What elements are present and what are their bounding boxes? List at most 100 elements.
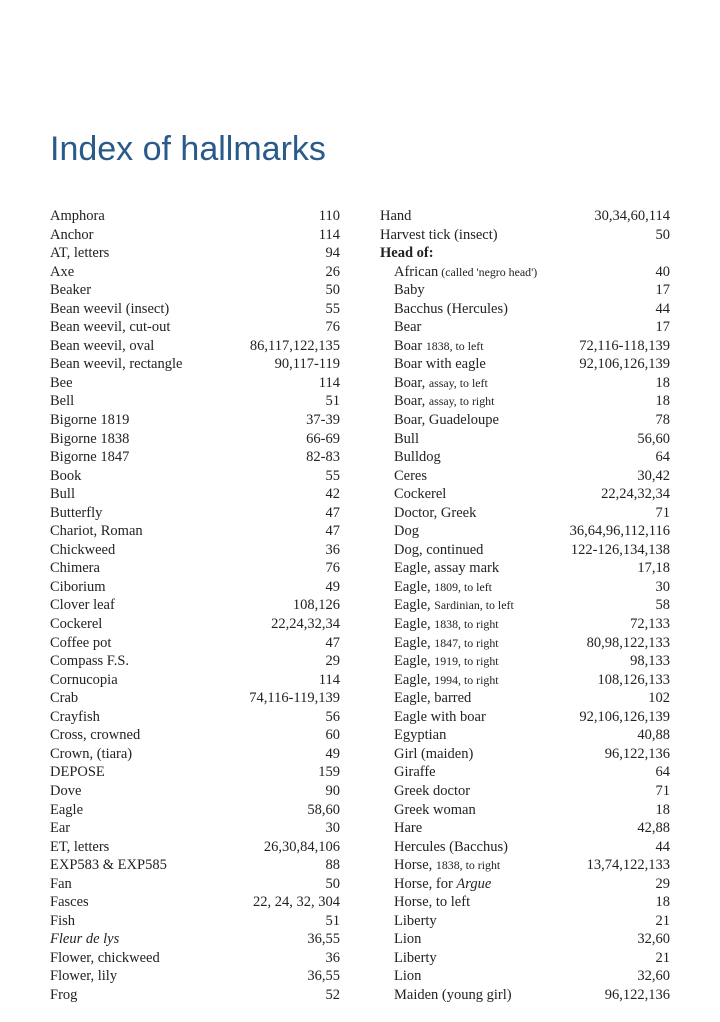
index-pages: 55 xyxy=(326,300,341,319)
index-entry: Bigorne 183866-69 xyxy=(50,430,340,449)
index-pages: 80,98,122,133 xyxy=(587,634,670,653)
index-pages: 94 xyxy=(326,244,341,263)
index-pages: 76 xyxy=(326,318,341,337)
index-pages: 22,24,32,34 xyxy=(601,485,670,504)
index-term: Eagle, 1809, to left xyxy=(394,578,492,597)
index-entry: Bean weevil (insect)55 xyxy=(50,300,340,319)
index-pages: 30,34,60,114 xyxy=(594,207,670,226)
index-term: Crayfish xyxy=(50,708,100,727)
index-pages: 56,60 xyxy=(637,430,670,449)
index-term: Bigorne 1819 xyxy=(50,411,129,430)
index-pages: 58 xyxy=(656,596,671,615)
index-pages: 47 xyxy=(326,504,341,523)
index-pages: 98,133 xyxy=(630,652,670,671)
index-term: Eagle, assay mark xyxy=(394,559,499,578)
index-entry: Greek doctor71 xyxy=(380,782,670,801)
index-pages: 22,24,32,34 xyxy=(271,615,340,634)
index-entry: Liberty21 xyxy=(380,912,670,931)
index-term: Hare xyxy=(394,819,422,838)
index-pages: 44 xyxy=(656,838,671,857)
index-pages: 72,133 xyxy=(630,615,670,634)
index-column-right: Hand30,34,60,114Harvest tick (insect)50H… xyxy=(380,207,670,1005)
index-term: Cross, crowned xyxy=(50,726,140,745)
index-term: Crab xyxy=(50,689,78,708)
index-term: Bull xyxy=(394,430,419,449)
index-pages: 17 xyxy=(656,318,671,337)
index-pages: 50 xyxy=(326,875,341,894)
index-term: Fan xyxy=(50,875,72,894)
index-term: Boar with eagle xyxy=(394,355,486,374)
index-entry: Flower, chickweed36 xyxy=(50,949,340,968)
index-pages: 21 xyxy=(656,912,671,931)
index-pages: 42 xyxy=(326,485,341,504)
index-pages: 50 xyxy=(656,226,671,245)
index-term: Cockerel xyxy=(50,615,102,634)
index-entry: Eagle, 1809, to left30 xyxy=(380,578,670,597)
index-pages: 92,106,126,139 xyxy=(579,708,670,727)
index-entry: Doctor, Greek71 xyxy=(380,504,670,523)
index-entry: Ciborium49 xyxy=(50,578,340,597)
index-pages: 30,42 xyxy=(637,467,670,486)
index-entry: Ceres30,42 xyxy=(380,467,670,486)
index-entry: Bigorne 1819 37-39 xyxy=(50,411,340,430)
index-term: Dog, continued xyxy=(394,541,483,560)
page-title: Index of hallmarks xyxy=(50,130,670,169)
index-columns: Amphora110Anchor114AT, letters94Axe26Bea… xyxy=(50,207,670,1005)
index-term: Horse, for Argue xyxy=(394,875,491,894)
index-entry: African (called 'negro head')40 xyxy=(380,263,670,282)
index-pages: 32,60 xyxy=(637,930,670,949)
index-term: Beaker xyxy=(50,281,91,300)
index-term: Bean weevil, oval xyxy=(50,337,154,356)
index-term: Bee xyxy=(50,374,73,393)
index-entry: Dog, continued122-126,134,138 xyxy=(380,541,670,560)
index-term: Boar, Guadeloupe xyxy=(394,411,499,430)
index-pages: 64 xyxy=(656,763,671,782)
index-term: Boar 1838, to left xyxy=(394,337,484,356)
index-pages: 50 xyxy=(326,281,341,300)
index-term: Compass F.S. xyxy=(50,652,129,671)
index-pages: 30 xyxy=(326,819,341,838)
index-term: Butterfly xyxy=(50,504,102,523)
index-term: Hercules (Bacchus) xyxy=(394,838,508,857)
index-entry: Bean weevil, oval86,117,122,135 xyxy=(50,337,340,356)
index-entry: Eagle, 1847, to right80,98,122,133 xyxy=(380,634,670,653)
index-pages: 71 xyxy=(656,504,671,523)
index-entry: Flower, lily36,55 xyxy=(50,967,340,986)
index-entry: Hare42,88 xyxy=(380,819,670,838)
index-entry: Beaker 50 xyxy=(50,281,340,300)
index-entry: Hercules (Bacchus) 44 xyxy=(380,838,670,857)
index-entry: Clover leaf108,126 xyxy=(50,596,340,615)
index-entry: Egyptian40,88 xyxy=(380,726,670,745)
index-pages: 40 xyxy=(656,263,671,282)
index-term: EXP583 & EXP585 xyxy=(50,856,167,875)
index-entry: Eagle58,60 xyxy=(50,801,340,820)
index-term: Lion xyxy=(394,930,421,949)
index-term: Chimera xyxy=(50,559,100,578)
index-entry: Bigorne 184782-83 xyxy=(50,448,340,467)
index-entry: Fasces22, 24, 32, 304 xyxy=(50,893,340,912)
index-entry: AT, letters94 xyxy=(50,244,340,263)
index-entry: Axe26 xyxy=(50,263,340,282)
index-pages: 55 xyxy=(326,467,341,486)
index-pages: 96,122,136 xyxy=(605,745,670,764)
index-entry: Liberty21 xyxy=(380,949,670,968)
index-entry: Bee114 xyxy=(50,374,340,393)
index-pages: 37-39 xyxy=(306,411,340,430)
index-term: Egyptian xyxy=(394,726,446,745)
index-pages: 17,18 xyxy=(637,559,670,578)
index-pages: 56 xyxy=(326,708,341,727)
index-term: Giraffe xyxy=(394,763,436,782)
index-term: Bacchus (Hercules) xyxy=(394,300,508,319)
index-pages: 51 xyxy=(326,392,341,411)
index-term: Bean weevil, rectangle xyxy=(50,355,182,374)
index-term: Axe xyxy=(50,263,74,282)
index-entry: Crown, (tiara)49 xyxy=(50,745,340,764)
index-term: Horse, 1838, to right xyxy=(394,856,500,875)
index-term: Amphora xyxy=(50,207,105,226)
index-entry: Cross, crowned60 xyxy=(50,726,340,745)
index-term: Eagle, 1919, to right xyxy=(394,652,499,671)
index-pages: 18 xyxy=(656,374,671,393)
index-pages: 74,116-119,139 xyxy=(249,689,340,708)
index-pages: 64 xyxy=(656,448,671,467)
index-term: Bulldog xyxy=(394,448,441,467)
